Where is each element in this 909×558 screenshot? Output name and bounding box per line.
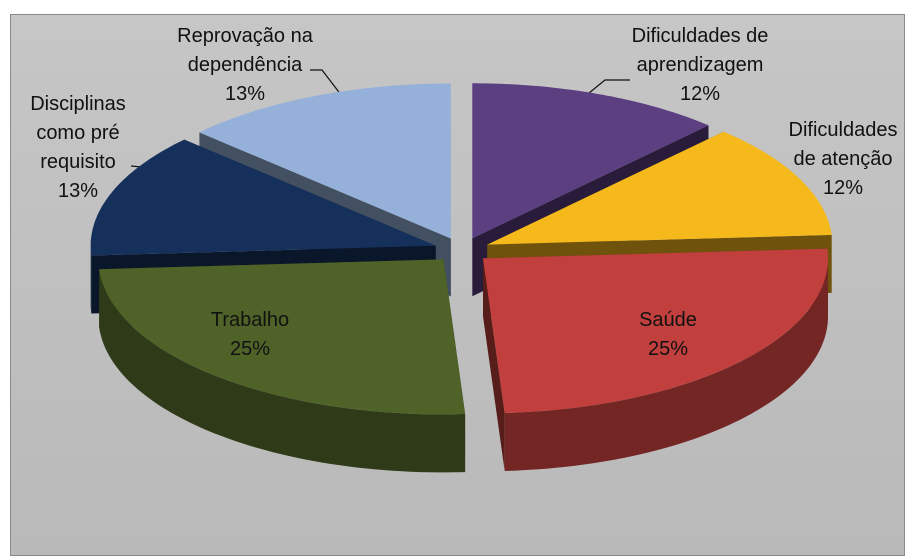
value-label: 25% — [229, 338, 271, 360]
slice — [483, 248, 828, 413]
slice-wall — [504, 258, 828, 471]
category-label: Reprovação na dependência — [177, 25, 313, 76]
data-label: Dificuldades de atenção 12% — [783, 116, 903, 203]
slice — [90, 139, 436, 256]
slice — [99, 259, 466, 415]
slice — [472, 83, 709, 239]
category-label: Dificuldades de atenção — [788, 119, 898, 170]
leader-line — [310, 69, 346, 101]
slice — [487, 131, 832, 245]
category-label: Saúde — [639, 309, 697, 331]
slice — [199, 83, 451, 239]
data-label: Disciplinas como pré requisito 13% — [19, 90, 137, 206]
category-label: Trabalho — [210, 309, 290, 331]
category-label: Disciplinas como pré requisito — [30, 93, 126, 173]
value-label: 13% — [57, 180, 99, 202]
data-label: Trabalho 25% — [170, 306, 330, 364]
value-label: 13% — [224, 83, 266, 105]
data-label: Saúde 25% — [588, 306, 748, 364]
slice-wall — [90, 245, 92, 314]
value-label: 12% — [822, 177, 864, 199]
category-label: Dificuldades de aprendizagem — [631, 25, 769, 76]
value-label: 25% — [647, 338, 689, 360]
data-label: Reprovação na dependência 13% — [145, 22, 345, 109]
data-label: Dificuldades de aprendizagem 12% — [610, 22, 790, 109]
value-label: 12% — [679, 83, 721, 105]
slice-side — [483, 258, 505, 471]
slice-wall — [99, 269, 466, 473]
